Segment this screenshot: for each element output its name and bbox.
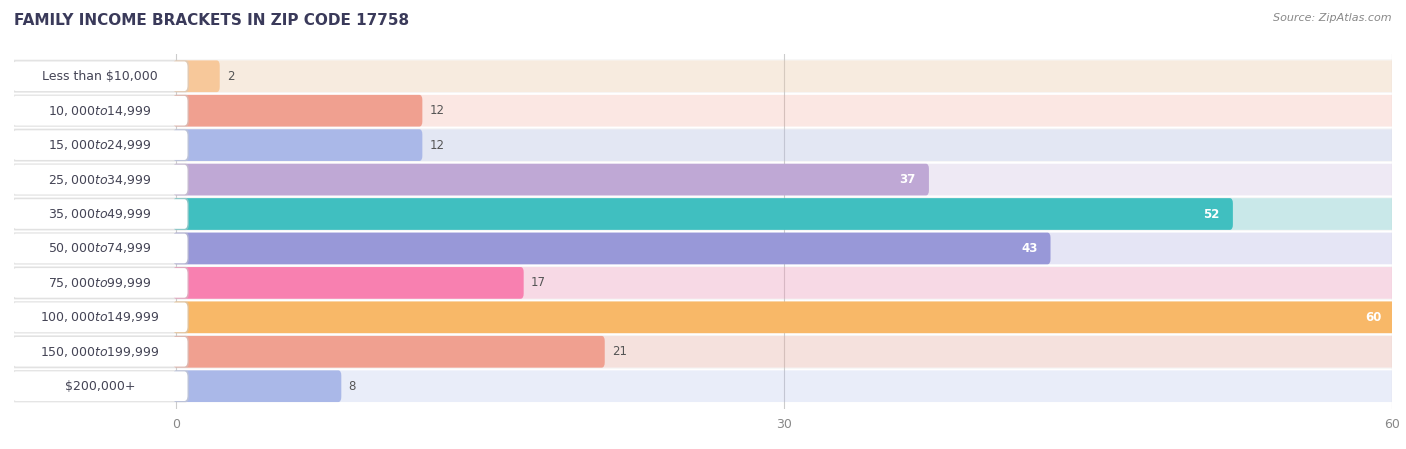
Text: 60: 60 — [1365, 311, 1382, 324]
Text: 43: 43 — [1021, 242, 1038, 255]
FancyBboxPatch shape — [13, 96, 187, 126]
FancyBboxPatch shape — [173, 233, 1050, 264]
FancyBboxPatch shape — [14, 94, 1392, 128]
FancyBboxPatch shape — [11, 301, 188, 334]
Text: 2: 2 — [226, 70, 235, 83]
FancyBboxPatch shape — [13, 268, 187, 298]
FancyBboxPatch shape — [173, 129, 422, 161]
Text: $15,000 to $24,999: $15,000 to $24,999 — [48, 138, 152, 152]
FancyBboxPatch shape — [14, 59, 1392, 93]
Text: $75,000 to $99,999: $75,000 to $99,999 — [48, 276, 152, 290]
FancyBboxPatch shape — [13, 165, 187, 194]
FancyBboxPatch shape — [11, 267, 188, 299]
FancyBboxPatch shape — [13, 337, 187, 366]
Text: $150,000 to $199,999: $150,000 to $199,999 — [41, 345, 160, 359]
FancyBboxPatch shape — [13, 233, 187, 263]
FancyBboxPatch shape — [173, 336, 605, 368]
Text: $10,000 to $14,999: $10,000 to $14,999 — [48, 104, 152, 118]
Text: $100,000 to $149,999: $100,000 to $149,999 — [41, 310, 160, 324]
FancyBboxPatch shape — [173, 301, 1395, 333]
Text: 52: 52 — [1204, 207, 1220, 220]
Text: 21: 21 — [612, 345, 627, 358]
FancyBboxPatch shape — [173, 164, 929, 195]
FancyBboxPatch shape — [173, 61, 1395, 92]
FancyBboxPatch shape — [11, 60, 188, 92]
Text: 17: 17 — [531, 277, 546, 290]
FancyBboxPatch shape — [14, 232, 1392, 265]
FancyBboxPatch shape — [173, 164, 1395, 195]
FancyBboxPatch shape — [13, 130, 187, 160]
FancyBboxPatch shape — [14, 335, 1392, 369]
Text: Less than $10,000: Less than $10,000 — [42, 70, 157, 83]
Text: Source: ZipAtlas.com: Source: ZipAtlas.com — [1274, 13, 1392, 23]
FancyBboxPatch shape — [173, 267, 523, 299]
Text: 12: 12 — [429, 104, 444, 117]
FancyBboxPatch shape — [173, 336, 1395, 368]
FancyBboxPatch shape — [173, 370, 1395, 402]
Text: 12: 12 — [429, 139, 444, 152]
FancyBboxPatch shape — [11, 163, 188, 196]
FancyBboxPatch shape — [14, 197, 1392, 231]
FancyBboxPatch shape — [173, 267, 1395, 299]
FancyBboxPatch shape — [173, 301, 1395, 333]
FancyBboxPatch shape — [13, 371, 187, 401]
FancyBboxPatch shape — [14, 163, 1392, 197]
FancyBboxPatch shape — [173, 95, 422, 127]
Text: $25,000 to $34,999: $25,000 to $34,999 — [48, 172, 152, 187]
FancyBboxPatch shape — [13, 199, 187, 229]
Text: $35,000 to $49,999: $35,000 to $49,999 — [48, 207, 152, 221]
FancyBboxPatch shape — [13, 62, 187, 91]
FancyBboxPatch shape — [11, 95, 188, 127]
FancyBboxPatch shape — [14, 128, 1392, 162]
FancyBboxPatch shape — [14, 300, 1392, 334]
Text: 8: 8 — [349, 380, 356, 393]
FancyBboxPatch shape — [13, 303, 187, 332]
FancyBboxPatch shape — [11, 129, 188, 161]
FancyBboxPatch shape — [173, 129, 1395, 161]
FancyBboxPatch shape — [173, 198, 1395, 230]
FancyBboxPatch shape — [14, 370, 1392, 403]
Text: $50,000 to $74,999: $50,000 to $74,999 — [48, 242, 152, 255]
FancyBboxPatch shape — [11, 335, 188, 368]
Text: FAMILY INCOME BRACKETS IN ZIP CODE 17758: FAMILY INCOME BRACKETS IN ZIP CODE 17758 — [14, 13, 409, 28]
FancyBboxPatch shape — [11, 198, 188, 230]
FancyBboxPatch shape — [11, 370, 188, 402]
Text: 37: 37 — [900, 173, 915, 186]
FancyBboxPatch shape — [173, 233, 1395, 264]
Text: $200,000+: $200,000+ — [65, 380, 135, 393]
FancyBboxPatch shape — [14, 266, 1392, 300]
FancyBboxPatch shape — [173, 198, 1233, 230]
FancyBboxPatch shape — [11, 232, 188, 264]
FancyBboxPatch shape — [173, 95, 1395, 127]
FancyBboxPatch shape — [173, 370, 342, 402]
FancyBboxPatch shape — [173, 61, 219, 92]
